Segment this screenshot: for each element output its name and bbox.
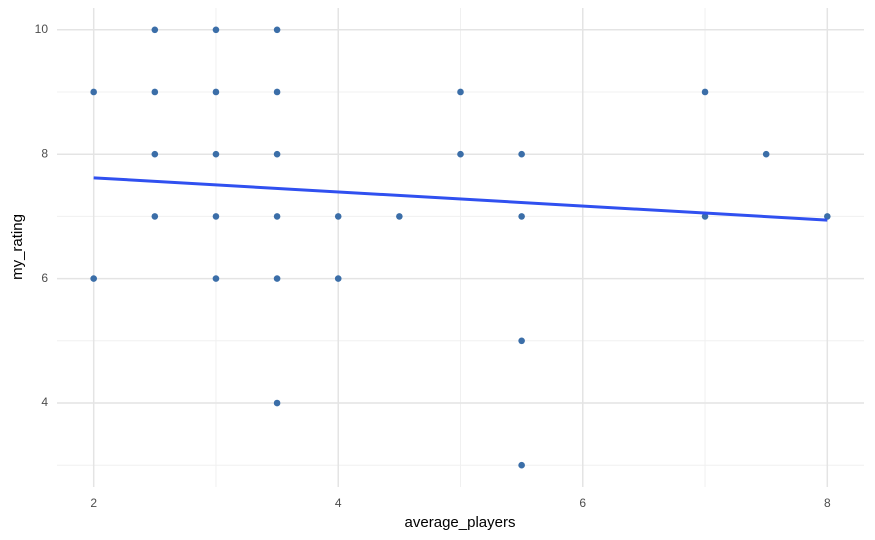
point	[273, 399, 281, 407]
y-tick-label: 4	[41, 395, 48, 409]
point	[457, 150, 464, 158]
x-tick-label: 8	[824, 496, 831, 510]
y-tick-label: 8	[41, 146, 48, 160]
point	[701, 88, 709, 96]
point	[273, 213, 281, 220]
x-axis-title: average_players	[405, 514, 516, 531]
y-axis-title: my_rating	[9, 214, 26, 280]
point	[334, 275, 342, 282]
point	[457, 88, 464, 96]
point	[273, 88, 281, 96]
point	[90, 275, 97, 282]
point	[151, 213, 159, 220]
y-tick-label: 6	[41, 271, 48, 285]
point	[212, 275, 220, 282]
trend-line	[93, 176, 828, 222]
point	[518, 337, 525, 345]
point	[762, 150, 770, 158]
point	[212, 88, 220, 96]
x-tick-label: 6	[579, 496, 586, 510]
point	[273, 150, 281, 158]
point	[334, 213, 342, 220]
point	[151, 26, 159, 34]
point	[151, 150, 159, 158]
point	[701, 213, 709, 220]
point	[824, 213, 831, 220]
point	[518, 461, 525, 469]
point	[273, 26, 281, 34]
point	[518, 213, 525, 220]
point	[90, 88, 97, 96]
point	[273, 275, 281, 282]
point	[212, 150, 220, 158]
point	[212, 26, 220, 34]
x-tick-label: 2	[90, 496, 97, 510]
point	[396, 213, 403, 220]
y-tick-label: 10	[35, 22, 49, 36]
point	[518, 150, 525, 158]
point	[212, 213, 220, 220]
x-tick-label: 4	[335, 496, 342, 510]
point	[151, 88, 159, 96]
